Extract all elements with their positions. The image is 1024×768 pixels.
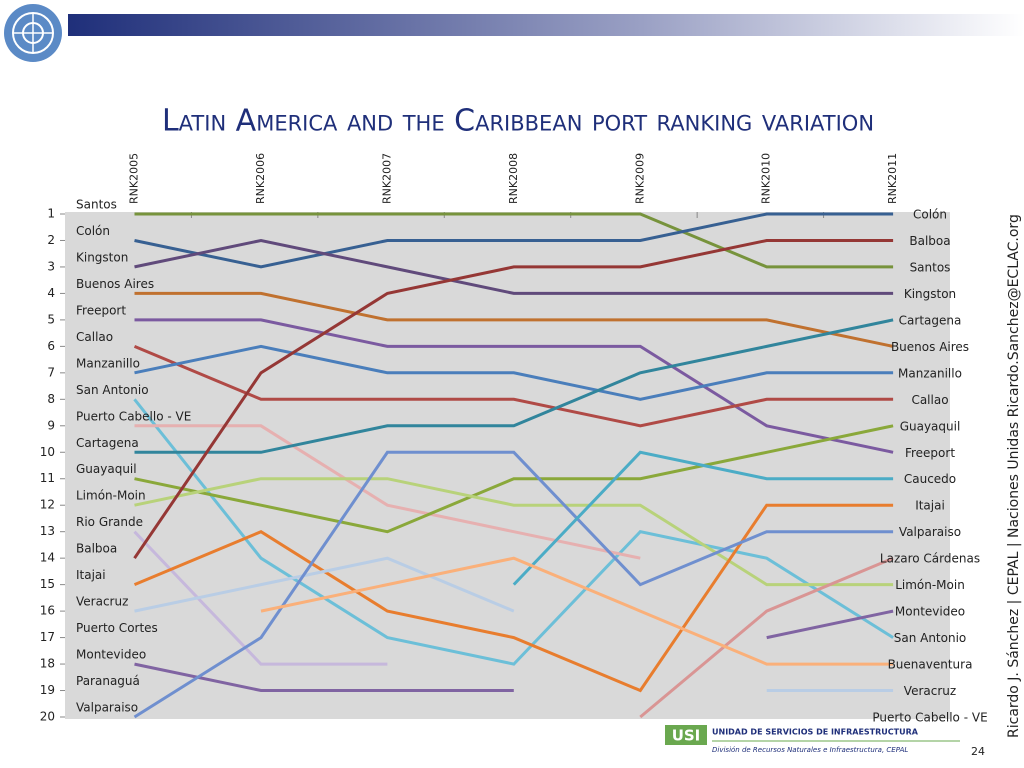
series-line	[133, 530, 388, 666]
right-port-label: Santos	[910, 260, 951, 274]
right-port-label: Buenaventura	[888, 658, 973, 672]
right-port-label: Balboa	[909, 234, 950, 248]
right-port-label: San Antonio	[894, 631, 967, 645]
right-port-label: Veracruz	[904, 684, 956, 698]
footer-logo-text: USI	[672, 727, 701, 745]
y-tick-label: 3	[47, 259, 55, 273]
series-line	[134, 556, 894, 692]
series-line	[133, 239, 894, 560]
y-tick-label: 9	[47, 418, 55, 432]
x-tick-label: RNK2005	[128, 153, 141, 204]
x-tick-label: RNK2006	[254, 153, 267, 204]
left-port-label: Limón-Moin	[76, 489, 146, 503]
y-tick-label: 5	[47, 312, 55, 326]
y-tick-label: 7	[47, 365, 55, 379]
y-tick-label: 6	[47, 339, 55, 353]
right-port-label: Manzanillo	[898, 366, 962, 380]
y-tick-label: 19	[40, 683, 55, 697]
right-port-label: Colón	[913, 208, 947, 222]
series-line	[260, 556, 894, 666]
y-tick-label: 18	[40, 657, 55, 671]
right-port-label: Freeport	[905, 446, 955, 460]
series-line	[133, 398, 894, 666]
series-line	[639, 556, 894, 719]
left-port-label: Puerto Cabello - VE	[76, 409, 191, 423]
y-tick-label: 1	[47, 207, 55, 221]
series-line	[134, 212, 894, 269]
y-tick-label: 10	[40, 445, 55, 459]
left-port-label: Paranaguá	[76, 674, 140, 688]
series-line	[134, 318, 894, 454]
left-port-label: Montevideo	[76, 648, 146, 662]
footer-logo: USI UNIDAD DE SERVICIOS DE INFRAESTRUCTU…	[665, 725, 960, 754]
right-port-label: Buenos Aires	[891, 340, 969, 354]
series-line	[134, 291, 894, 348]
x-tick-label: RNK2011	[886, 153, 899, 204]
left-port-label: Freeport	[76, 303, 126, 317]
y-tick-label: 13	[40, 524, 55, 538]
right-port-label: Puerto Cabello - VE	[872, 711, 987, 725]
y-tick-label: 15	[40, 577, 55, 591]
left-port-label: Manzanillo	[76, 356, 140, 370]
y-tick-label: 20	[40, 710, 55, 724]
header-bar	[68, 14, 1024, 36]
left-port-label: Itajai	[76, 568, 106, 582]
y-tick-label: 2	[47, 233, 55, 247]
right-port-label: Lazaro Cárdenas	[880, 552, 980, 566]
side-text: Ricardo J. Sánchez | CEPAL | Naciones Un…	[1006, 214, 1022, 738]
left-port-label: Veracruz	[76, 595, 128, 609]
series-line	[134, 477, 894, 587]
right-port-label: Limón-Moin	[895, 578, 965, 592]
right-port-label: Cartagena	[899, 313, 962, 327]
left-port-label: Colón	[76, 224, 110, 238]
series-line	[133, 450, 894, 719]
y-tick-label: 17	[40, 630, 55, 644]
x-tick-label: RNK2007	[380, 153, 393, 204]
left-port-label: Santos	[76, 198, 117, 212]
plot-area	[65, 212, 950, 719]
series-line	[134, 212, 894, 269]
left-port-label: Rio Grande	[76, 515, 143, 529]
y-tick-label: 4	[47, 286, 55, 300]
right-port-label: Guayaquil	[900, 419, 961, 433]
right-port-label: Montevideo	[895, 605, 965, 619]
slide-title: Latin America and the Caribbean port ran…	[162, 104, 874, 139]
x-tick-label: RNK2009	[633, 153, 646, 204]
series-line	[133, 345, 894, 428]
left-port-label: Cartagena	[76, 436, 139, 450]
left-port-label: Puerto Cortes	[76, 621, 158, 635]
left-port-label: Guayaquil	[76, 462, 137, 476]
right-port-label: Callao	[911, 393, 948, 407]
lines	[133, 212, 894, 719]
right-port-label: Kingston	[904, 287, 956, 301]
left-port-label: Kingston	[76, 250, 128, 264]
left-port-label: Balboa	[76, 542, 117, 556]
x-tick-label: RNK2008	[507, 153, 520, 204]
y-tick-label: 16	[40, 604, 55, 618]
series-line	[133, 503, 894, 693]
left-port-label: Buenos Aires	[76, 277, 154, 291]
left-port-label: Valparaiso	[76, 701, 138, 715]
right-port-label: Valparaiso	[899, 525, 961, 539]
y-tick-label: 11	[40, 471, 55, 485]
series-line	[134, 238, 894, 295]
left-port-label: San Antonio	[76, 383, 149, 397]
y-tick-label: 8	[47, 392, 55, 406]
footer-division: División de Recursos Naturales e Infraes…	[712, 746, 908, 754]
series-line	[134, 344, 894, 401]
y-tick-label: 14	[40, 551, 55, 565]
right-port-label: Itajai	[915, 499, 945, 513]
y-tick-label: 12	[40, 498, 55, 512]
series-line	[512, 450, 894, 586]
footer-unit: UNIDAD DE SERVICIOS DE INFRAESTRUCTURA	[712, 728, 919, 737]
x-tick-label: RNK2010	[760, 153, 773, 204]
series-line	[134, 318, 894, 454]
left-port-label: Callao	[76, 330, 113, 344]
right-port-label: Caucedo	[904, 472, 956, 486]
un-logo	[4, 4, 62, 62]
page-number: 24	[971, 745, 985, 758]
series-line	[134, 424, 894, 534]
